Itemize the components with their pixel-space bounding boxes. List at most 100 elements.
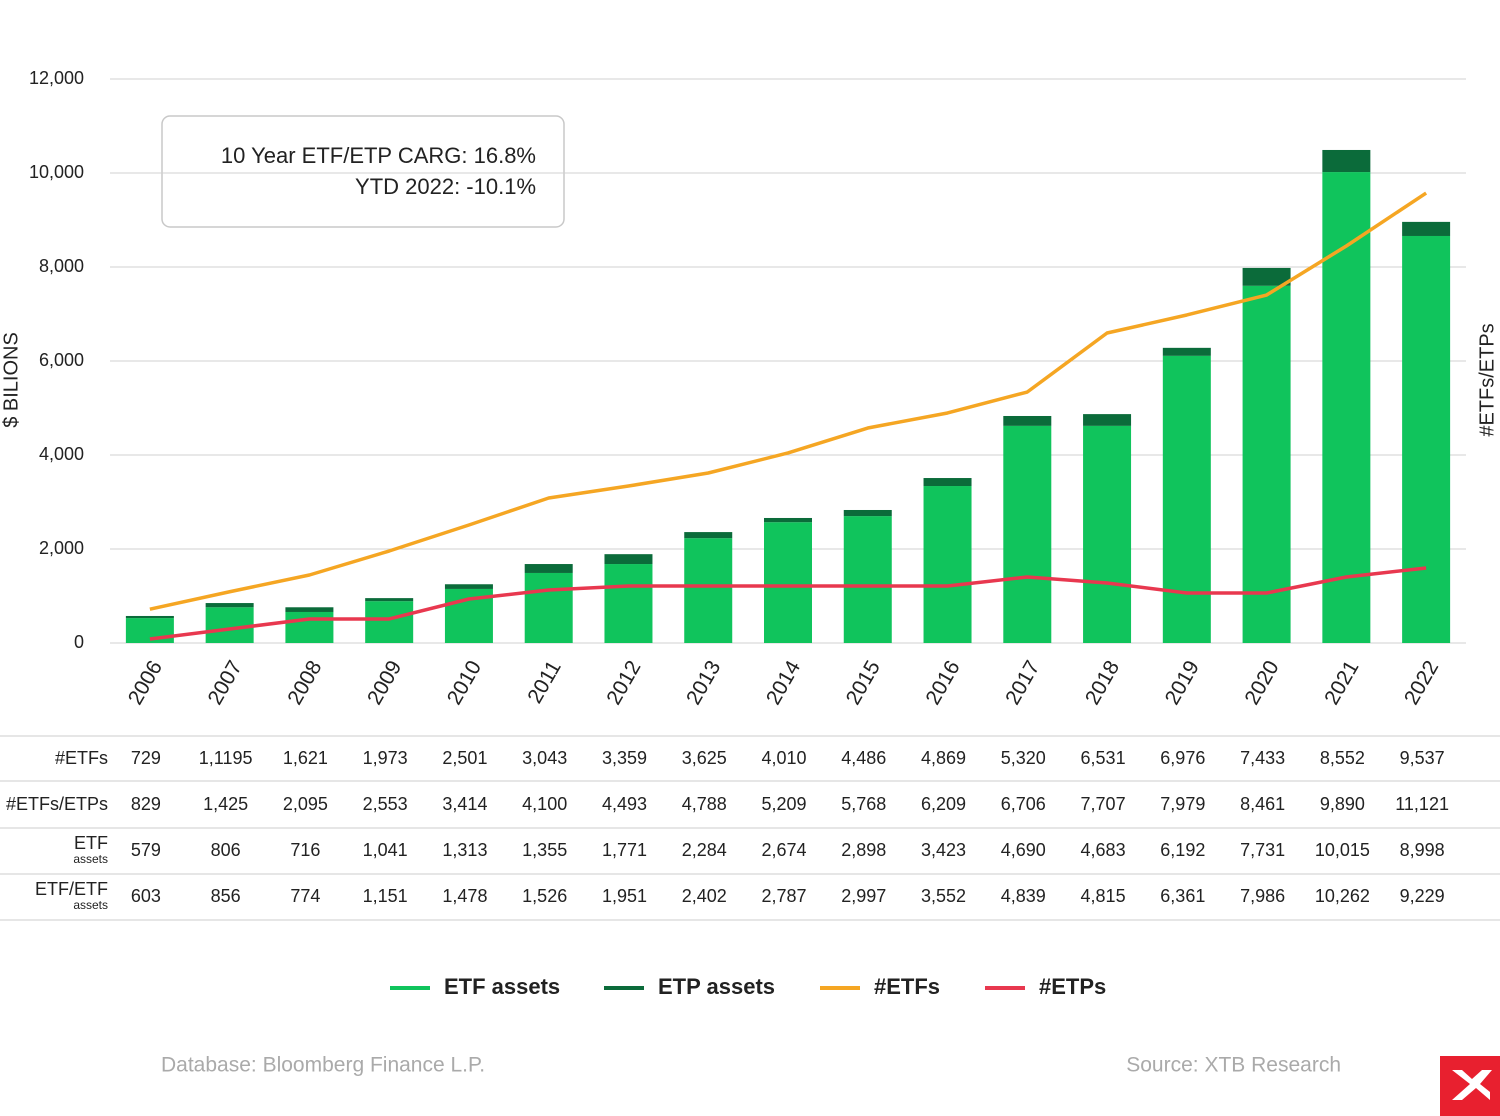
table-cell: 4,690 [1001,840,1046,860]
x-tick-label: 2007 [204,657,247,709]
table-cell: 4,100 [522,794,567,814]
table-cell: 806 [211,840,241,860]
y-axis-label: $ BILIONS [0,332,22,428]
bar [1322,172,1371,643]
bar [764,522,812,643]
y-tick-label: 2,000 [39,538,84,558]
x-tick-label: 2019 [1161,657,1204,709]
x-tick-label: 2016 [921,657,964,709]
table-cell: 9,229 [1400,886,1445,906]
bar [205,603,254,608]
x-tick-label: 2017 [1001,657,1044,709]
bar [285,607,334,612]
table-cell: 9,537 [1400,748,1445,768]
table-cell: 603 [131,886,161,906]
y-tick-label: 4,000 [39,444,84,464]
table-cell: 2,674 [761,840,806,860]
legend-label: #ETPs [1039,974,1106,999]
bar [205,607,254,643]
table-cell: 5,320 [1001,748,1046,768]
table-cell: 1,526 [522,886,567,906]
table-cell: 1,973 [363,748,408,768]
table-cell: 11,121 [1395,794,1449,814]
row-label: #ETFs [55,748,108,768]
bar [365,601,414,643]
table-cell: 4,486 [841,748,886,768]
row-sublabel: assets [73,852,108,866]
table-cell: 3,552 [921,886,966,906]
x-tick-label: 2009 [363,657,406,709]
bar [125,618,174,643]
table-cell: 6,361 [1160,886,1205,906]
bar [604,564,653,643]
table-cell: 7,731 [1240,840,1285,860]
table-cell: 7,707 [1081,794,1126,814]
annotation-box [161,115,565,228]
y2-axis-label: #ETFs/ETPs [1476,323,1498,436]
table-cell: 6,192 [1160,840,1205,860]
x-tick-label: 2015 [842,657,885,709]
table-cell: 7,986 [1240,886,1285,906]
bar [843,509,892,517]
bar [684,538,733,643]
x-tick-label: 2008 [283,657,326,709]
table-cell: 1,951 [602,886,647,906]
bar [1083,414,1132,426]
y-tick-label: 10,000 [29,162,84,182]
table-cell: 729 [131,748,161,768]
table-cell: 8,552 [1320,748,1365,768]
footer-database: Database: Bloomberg Finance L.P. [161,1054,485,1077]
table-cell: 829 [131,794,161,814]
table-cell: 1,771 [602,840,647,860]
x-tick-label: 2006 [124,657,167,709]
table-cell: 856 [211,886,241,906]
bar [1083,425,1132,643]
table-cell: 4,839 [1001,886,1046,906]
table-cell: 4,493 [602,794,647,814]
bar [1162,355,1211,643]
legend-label: ETP assets [658,974,775,999]
table-cell: 1,313 [442,840,487,860]
table-cell: 8,998 [1400,840,1445,860]
row-label: ETF [74,833,108,853]
table-cell: 1,041 [363,840,408,860]
table-cell: 9,890 [1320,794,1365,814]
table-cell: 7,979 [1160,794,1205,814]
logo [1440,1056,1500,1116]
bar [923,486,972,643]
bar [1322,149,1371,173]
x-tick-label: 2011 [523,657,566,708]
bar [524,564,573,573]
bar [1003,425,1052,643]
y-tick-label: 8,000 [39,256,84,276]
bar [444,584,493,589]
table-cell: 2,997 [841,886,886,906]
line [149,191,1428,611]
table-cell: 3,625 [682,748,727,768]
x-tick-label: 2018 [1081,657,1124,709]
bar [1003,415,1052,426]
bar [923,478,972,487]
table-cell: 1,1195 [199,748,253,768]
legend-label: ETF assets [444,974,560,999]
table-cell: 10,262 [1315,886,1370,906]
table-cell: 2,284 [682,840,727,860]
table-cell: 6,209 [921,794,966,814]
bar [764,517,812,523]
table-cell: 4,869 [921,748,966,768]
table-cell: 2,402 [682,886,727,906]
line [149,566,1427,641]
table-cell: 5,209 [761,794,806,814]
bar [1242,267,1291,286]
table-cell: 2,787 [761,886,806,906]
table-cell: 6,976 [1160,748,1205,768]
table-cell: 2,501 [442,748,487,768]
x-tick-label: 2014 [762,656,805,708]
y-tick-label: 6,000 [39,350,84,370]
y-tick-label: 0 [74,632,84,652]
x-tick-label: 2020 [1240,657,1283,709]
table-cell: 6,706 [1001,794,1046,814]
table-cell: 4,010 [761,748,806,768]
table-cell: 4,788 [682,794,727,814]
